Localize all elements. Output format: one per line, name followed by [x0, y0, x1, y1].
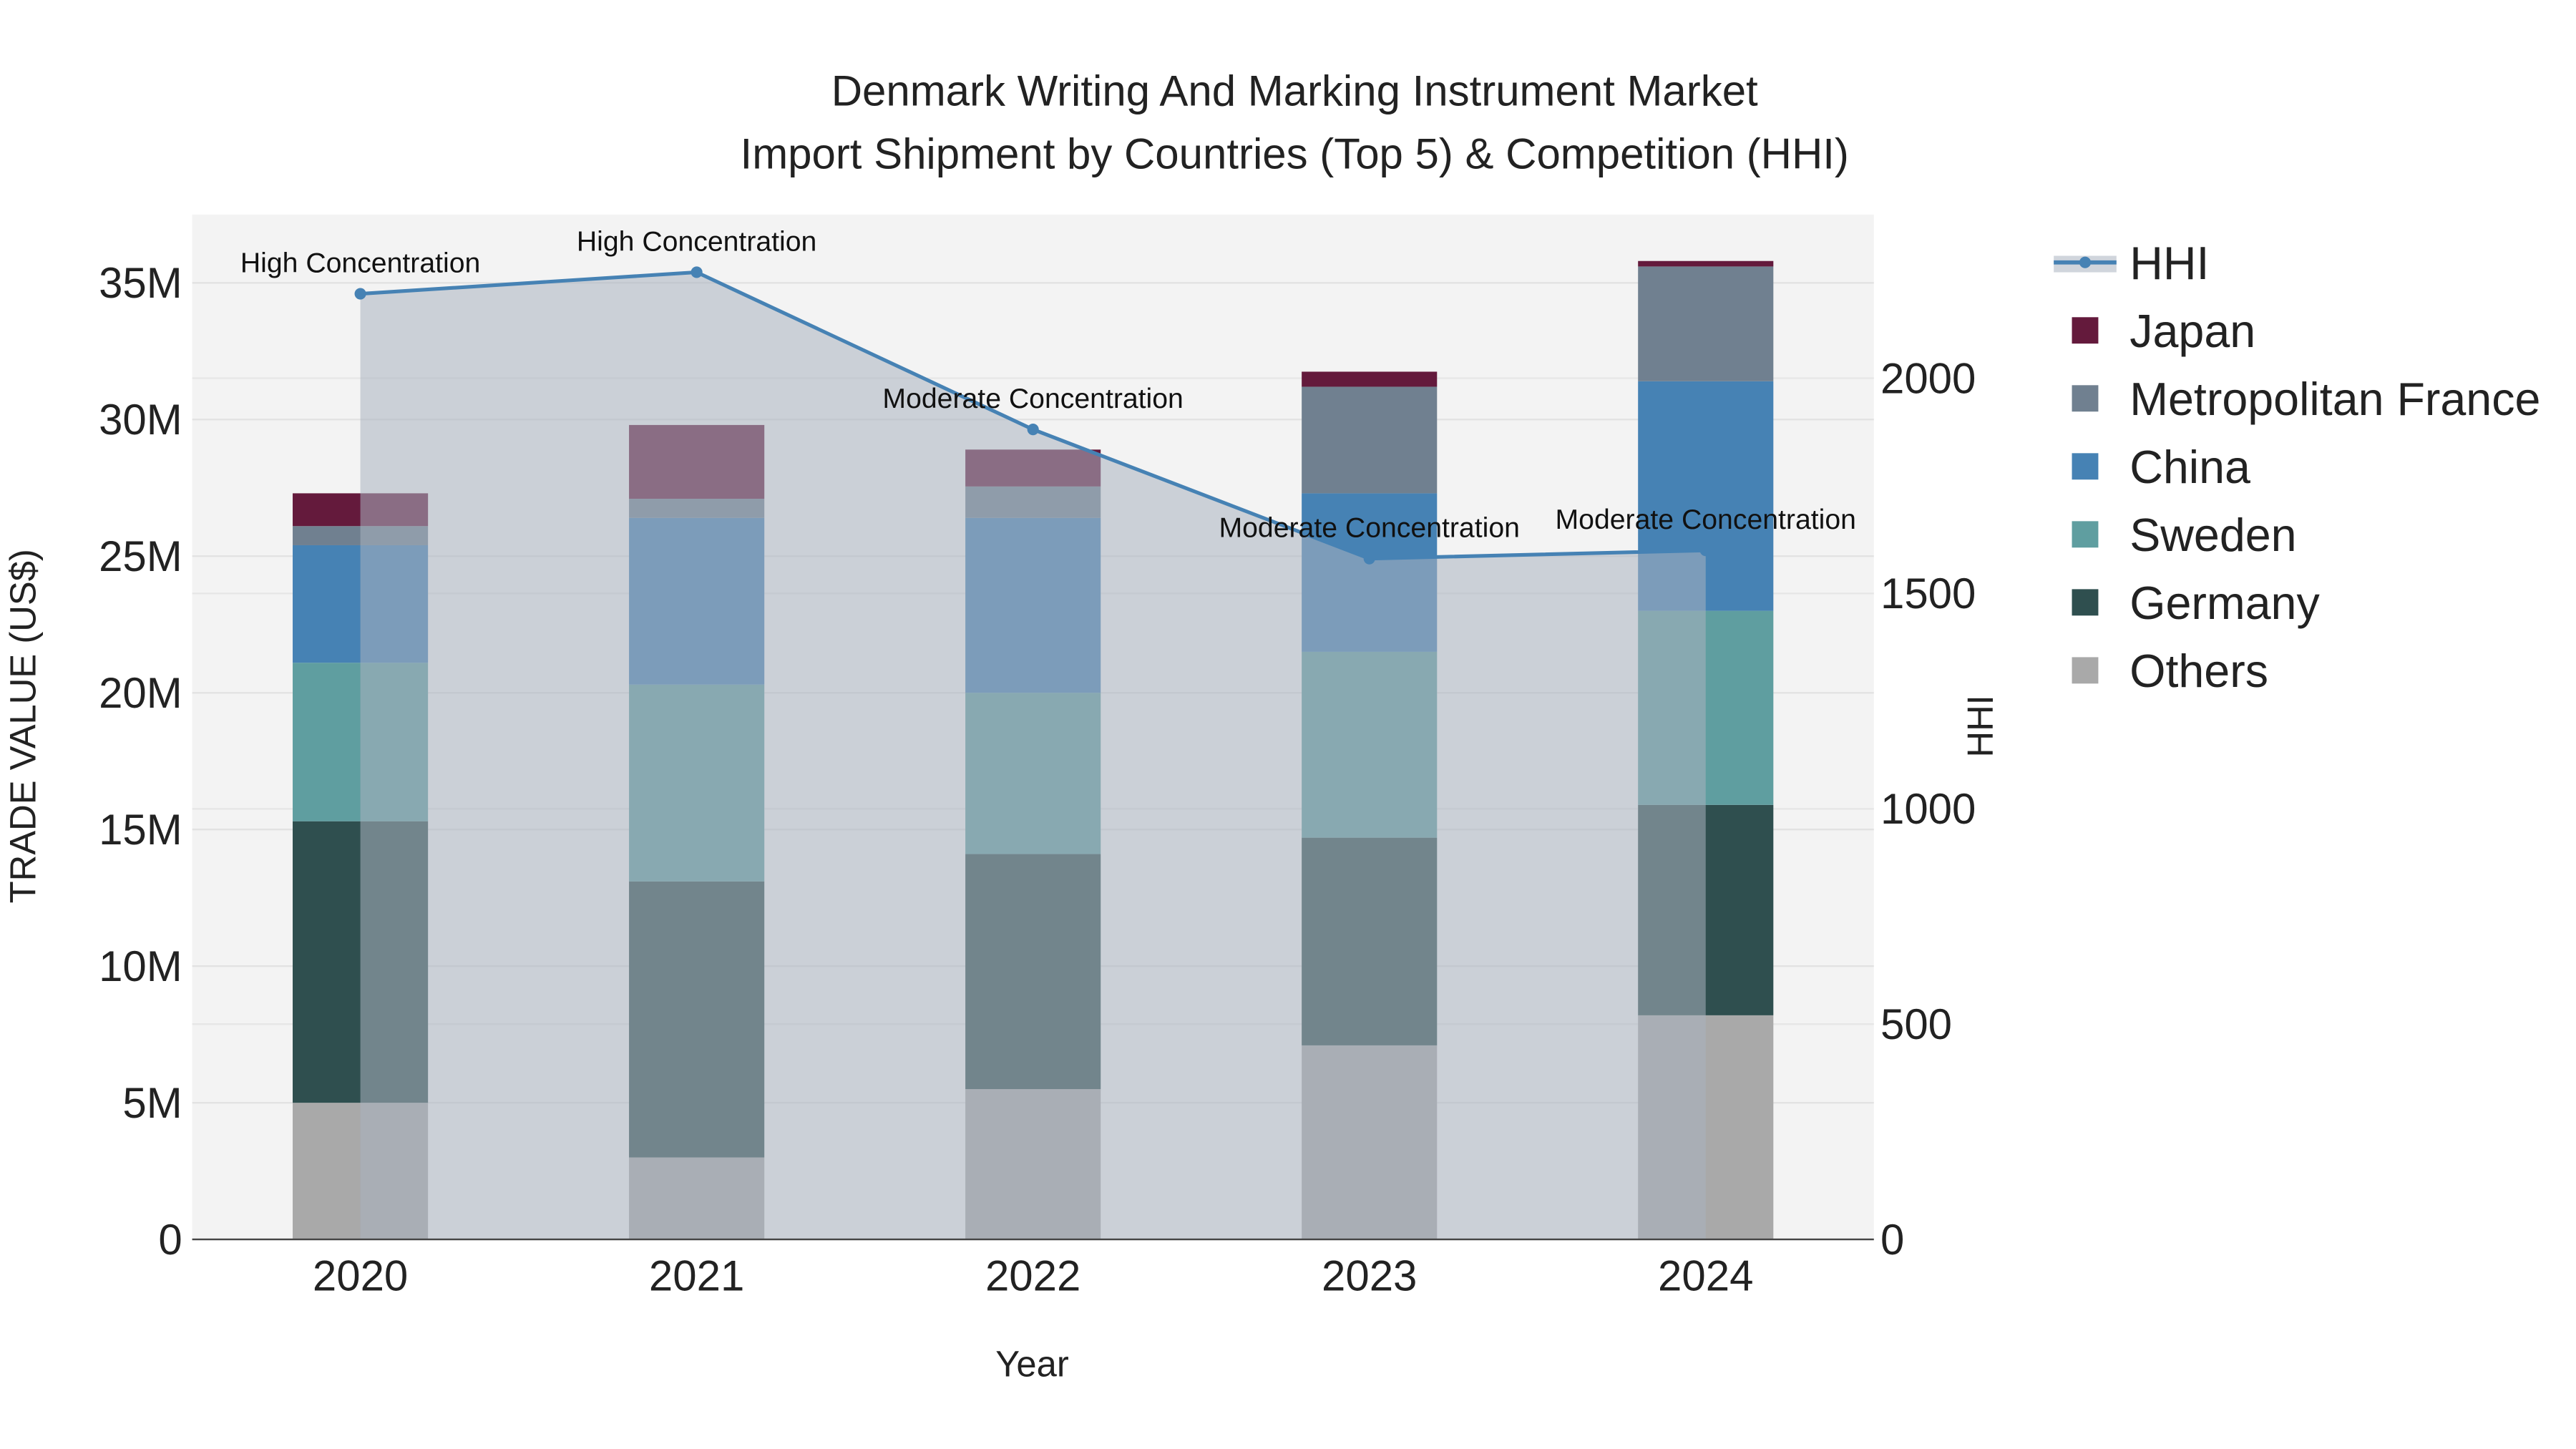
legend-item-hhi: HHI	[2054, 238, 2209, 289]
y2-tick-label: 1000	[1880, 785, 1976, 833]
x-axis-label: Year	[995, 1344, 1069, 1385]
legend-label: China	[2129, 441, 2250, 493]
x-tick-label: 2024	[1658, 1252, 1753, 1300]
hhi-point	[1363, 552, 1375, 565]
legend-swatch	[2072, 385, 2099, 412]
bar-metropolitan-france	[1302, 386, 1438, 494]
hhi-point	[1699, 545, 1712, 557]
x-tick-label: 2023	[1322, 1252, 1417, 1300]
x-tick-label: 2022	[985, 1252, 1080, 1300]
hhi-series: High Concentration High Concentration Mode…	[240, 226, 1856, 1240]
legend: HHI Japan Metropolitan France China Sweden Ge…	[2054, 238, 2540, 697]
legend-label: Others	[2129, 645, 2268, 697]
y-axis-ticks: 0 5M 10M 15M 20M 25M 30M 35M	[99, 259, 182, 1264]
legend-swatch	[2072, 657, 2099, 684]
hhi-point	[691, 266, 703, 278]
y-tick-label: 25M	[99, 532, 182, 580]
y2-tick-label: 0	[1880, 1216, 1904, 1264]
y-tick-label: 15M	[99, 806, 182, 854]
bar-japan	[1302, 371, 1438, 387]
y-tick-label: 10M	[99, 942, 182, 990]
hhi-annotation: Moderate Concentration	[882, 384, 1183, 414]
hhi-annotation: High Concentration	[240, 248, 480, 279]
legend-item-others: Others	[2072, 645, 2268, 697]
legend-label: Germany	[2129, 577, 2320, 629]
hhi-point	[354, 288, 366, 300]
legend-label: HHI	[2129, 238, 2209, 289]
chart-title: Denmark Writing And Marking Instrument M…	[831, 67, 1758, 115]
hhi-point	[1027, 424, 1039, 436]
hhi-annotation: High Concentration	[577, 226, 816, 257]
bar-japan	[1638, 260, 1774, 267]
legend-label: Metropolitan France	[2129, 374, 2540, 425]
legend-item-germany: Germany	[2072, 577, 2320, 629]
y-tick-label: 20M	[99, 669, 182, 717]
y2-tick-label: 1500	[1880, 570, 1976, 618]
y-tick-label: 5M	[122, 1079, 182, 1127]
legend-swatch-marker	[2079, 256, 2092, 268]
legend-swatch	[2072, 589, 2099, 616]
y-tick-label: 35M	[99, 259, 182, 307]
y2-tick-label: 500	[1880, 1000, 1952, 1048]
legend-swatch	[2072, 317, 2099, 344]
hhi-area	[360, 272, 1706, 1240]
legend-label: Sweden	[2129, 509, 2296, 561]
x-tick-label: 2020	[313, 1252, 408, 1300]
legend-item-metropolitan-france: Metropolitan France	[2072, 374, 2540, 425]
y-tick-label: 30M	[99, 396, 182, 444]
hhi-annotation: Moderate Concentration	[1556, 504, 1856, 535]
legend-swatch	[2072, 453, 2099, 480]
legend-item-sweden: Sweden	[2072, 509, 2297, 561]
legend-item-china: China	[2072, 441, 2250, 493]
hhi-annotation: Moderate Concentration	[1219, 513, 1519, 544]
legend-swatch	[2072, 521, 2099, 548]
x-tick-label: 2021	[649, 1252, 744, 1300]
y2-axis-ticks: 0 500 1000 1500 2000	[1880, 354, 1976, 1264]
chart-subtitle: Import Shipment by Countries (Top 5) & C…	[741, 130, 1849, 177]
y-tick-label: 0	[158, 1216, 182, 1264]
legend-label: Japan	[2129, 306, 2255, 357]
bar-metropolitan-france	[1638, 266, 1774, 381]
y2-tick-label: 2000	[1880, 354, 1976, 402]
y2-axis-label: HHI	[1960, 695, 2001, 757]
y-axis-label: TRADE VALUE (US$)	[2, 549, 43, 903]
x-axis-ticks: 2020 2021 2022 2023 2024	[313, 1252, 1754, 1300]
legend-item-japan: Japan	[2072, 306, 2255, 357]
